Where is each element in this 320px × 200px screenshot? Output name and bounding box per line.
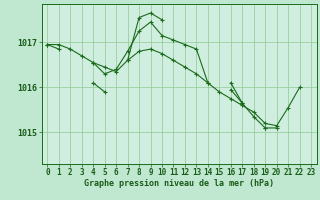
X-axis label: Graphe pression niveau de la mer (hPa): Graphe pression niveau de la mer (hPa) — [84, 179, 274, 188]
